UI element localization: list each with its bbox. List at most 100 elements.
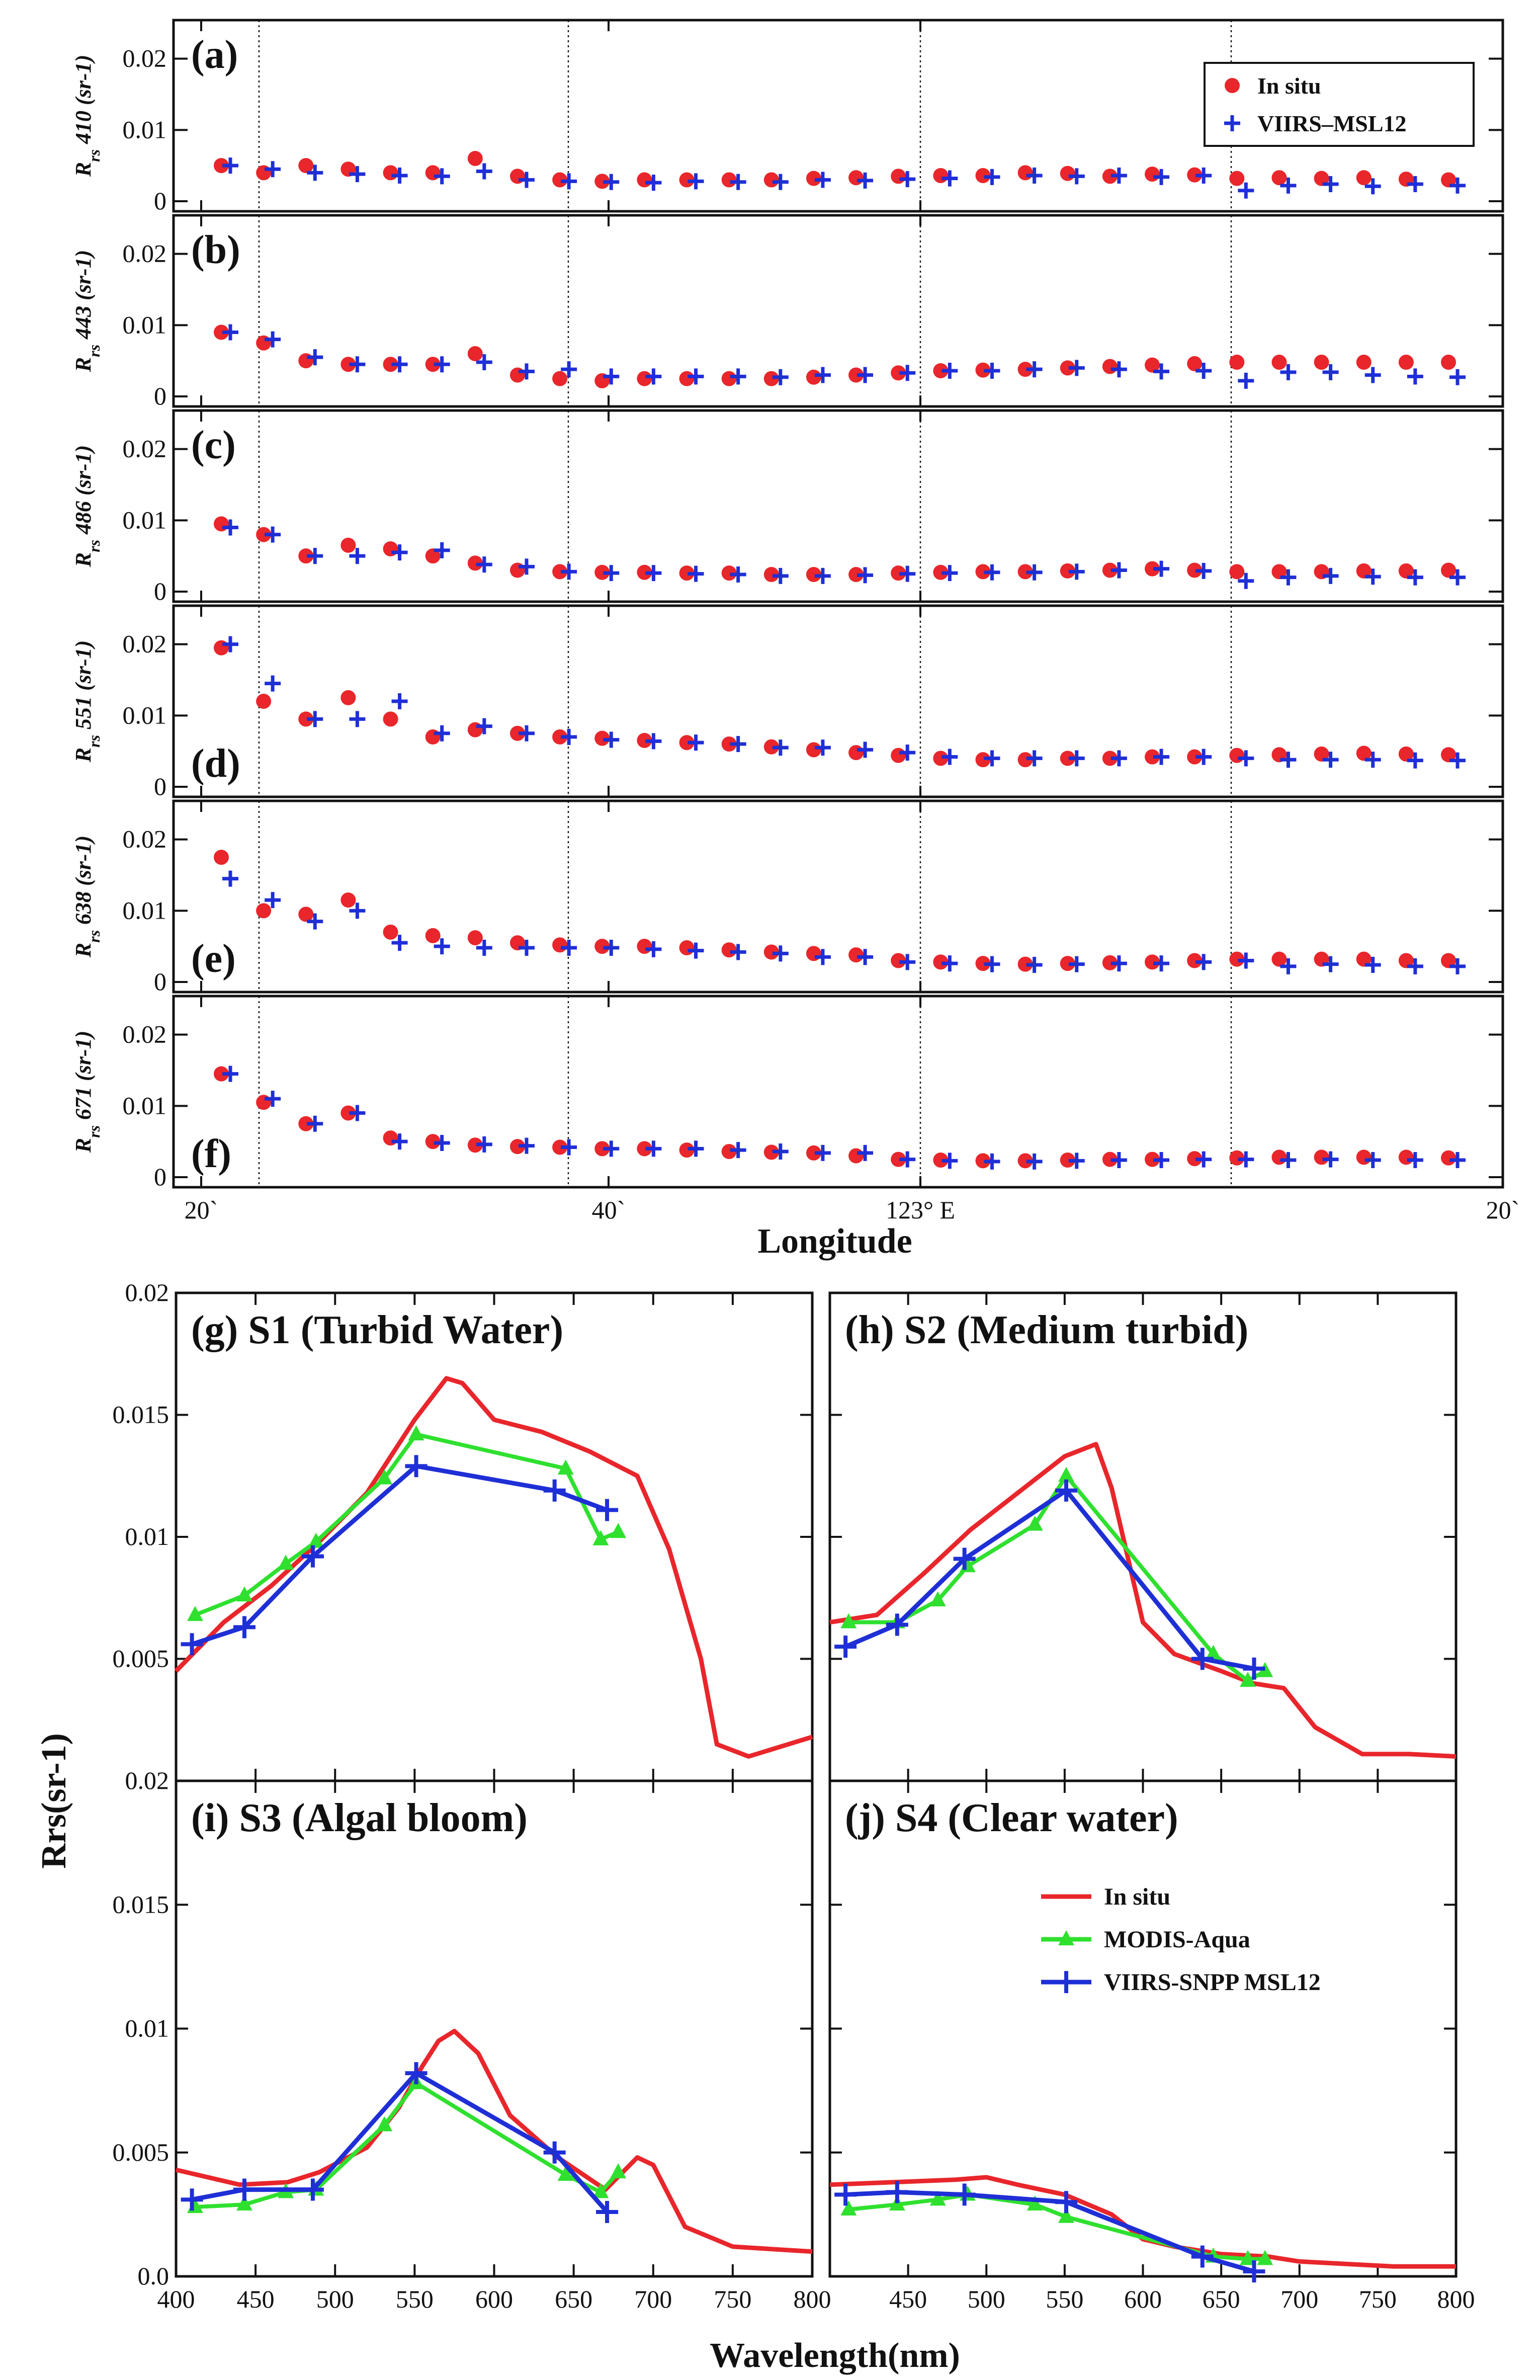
viirs-point <box>1195 954 1212 970</box>
viirs-point <box>1407 176 1423 192</box>
viirs-point <box>476 1136 492 1153</box>
in-situ-point <box>848 947 864 963</box>
modis-point <box>1205 1645 1222 1660</box>
in-situ-point <box>552 1139 568 1155</box>
in-situ-point <box>298 907 314 922</box>
y-tick-label: 0.02 <box>123 825 167 853</box>
y-tick-label: 0 <box>154 1163 166 1191</box>
in-situ-point <box>298 548 314 564</box>
viirs-point <box>265 526 281 543</box>
viirs-point <box>814 1144 831 1161</box>
viirs-point <box>1153 560 1170 577</box>
viirs-point <box>1026 750 1043 767</box>
panel-title: (g) S1 (Turbid Water) <box>191 1308 563 1352</box>
viirs-point <box>391 544 408 561</box>
x-tick-label: 400 <box>157 2285 195 2313</box>
viirs-point <box>391 356 408 373</box>
viirs-point <box>772 945 789 962</box>
viirs-point <box>1153 363 1170 380</box>
in-situ-point <box>383 924 398 940</box>
x-tick-label: 700 <box>634 2285 672 2313</box>
viirs-point <box>1110 750 1127 767</box>
in-situ-point <box>509 725 525 741</box>
modis-point <box>610 2163 627 2179</box>
viirs-point <box>1026 361 1043 378</box>
in-situ-point <box>1441 953 1456 968</box>
in-situ-point <box>1060 563 1075 579</box>
viirs-point <box>1364 957 1381 973</box>
modis-point <box>610 1523 627 1538</box>
in-situ-point <box>467 930 483 946</box>
in-situ-point <box>1441 1150 1456 1166</box>
modis-point <box>1240 1672 1256 1687</box>
viirs-point <box>518 558 535 575</box>
viirs-point <box>814 740 831 756</box>
viirs-point <box>1243 1657 1265 1680</box>
viirs-point <box>645 175 662 191</box>
x-tick-label: 800 <box>1437 2285 1475 2313</box>
viirs-point <box>984 750 1000 767</box>
panel-label: (b) <box>191 228 240 272</box>
in-situ-point <box>256 903 272 919</box>
viirs-point <box>1449 1152 1466 1168</box>
viirs-point <box>1068 1153 1085 1169</box>
viirs-point <box>1280 1152 1297 1168</box>
in-situ-point <box>933 751 949 766</box>
x-tick-label: 600 <box>475 2285 513 2313</box>
y-tick-label: 0.02 <box>123 630 167 658</box>
in-situ-point <box>1102 955 1118 970</box>
in-situ-point <box>679 735 695 751</box>
viirs-point <box>984 363 1000 379</box>
viirs-point <box>434 356 450 373</box>
x-tick-label: 750 <box>714 2285 751 2313</box>
viirs-point <box>349 548 366 564</box>
in-situ-point <box>679 172 695 188</box>
viirs-point <box>1449 569 1466 586</box>
viirs-point <box>603 368 620 385</box>
modis-point <box>840 2200 857 2216</box>
viirs-point <box>603 174 620 190</box>
in-situ-point <box>637 1141 652 1157</box>
panel-b: 0 0.01 0.02 Rrs 443 (sr-1) (b) <box>71 214 1504 410</box>
viirs-point <box>233 2178 255 2201</box>
in-situ-point <box>552 564 568 580</box>
panel-frame <box>828 1291 1458 1782</box>
viirs-point <box>181 1633 203 1656</box>
in-situ-line <box>174 1376 813 1759</box>
spectrum-panel-4: 450 500 550 600 650 700 750 800 (j) S4 (Clear wa… <box>828 1779 1475 2313</box>
modis-point <box>557 2166 574 2181</box>
viirs-point <box>391 693 408 709</box>
viirs-point <box>181 2188 203 2211</box>
in-situ-point <box>637 371 652 386</box>
viirs-point <box>1364 178 1381 195</box>
viirs-point <box>596 2200 619 2223</box>
viirs-point <box>518 363 535 380</box>
viirs-point <box>772 740 789 756</box>
viirs-point <box>814 172 831 188</box>
in-situ-point <box>1060 956 1075 971</box>
viirs-point <box>730 736 746 752</box>
viirs-point <box>1195 562 1212 579</box>
top-panels: 0 0.01 0.02 Rrs 410 (sr-1) (a) In situ VIIRS–M… <box>71 19 1519 1224</box>
viirs-point <box>265 675 281 692</box>
in-situ-point <box>467 1137 483 1153</box>
viirs-point <box>834 1635 857 1658</box>
in-situ-point <box>721 1144 737 1159</box>
in-situ-point <box>975 1153 991 1169</box>
in-situ-point <box>425 1134 441 1150</box>
in-situ-point <box>383 357 398 372</box>
y-tick-label: 0 <box>154 577 166 605</box>
viirs-point <box>596 1499 619 1521</box>
y-tick-label: 0.02 <box>125 1278 169 1306</box>
in-situ-point <box>763 371 779 386</box>
in-situ-point <box>256 527 272 542</box>
in-situ-point <box>214 850 229 865</box>
modis-point <box>592 1530 609 1545</box>
in-situ-point <box>679 940 695 955</box>
in-situ-point <box>806 742 821 758</box>
y-tick-label: 0.02 <box>123 1020 167 1048</box>
viirs-point <box>1110 1152 1127 1168</box>
in-situ-point <box>637 564 652 580</box>
viirs-point <box>730 174 746 190</box>
viirs-point <box>222 870 238 887</box>
